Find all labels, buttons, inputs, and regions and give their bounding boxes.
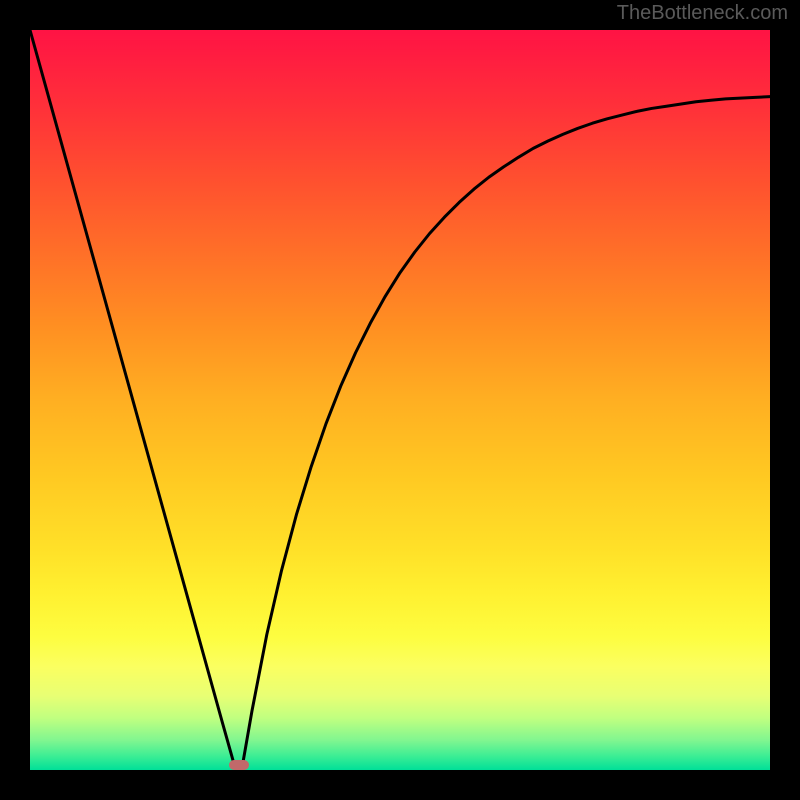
plot-region <box>30 30 770 770</box>
curve-layer <box>30 30 770 770</box>
curve-left-branch <box>30 30 236 770</box>
watermark-text: TheBottleneck.com <box>617 2 788 25</box>
curve-right-branch <box>242 97 770 770</box>
bottleneck-marker <box>229 760 249 770</box>
chart-frame: TheBottleneck.com <box>0 0 800 800</box>
